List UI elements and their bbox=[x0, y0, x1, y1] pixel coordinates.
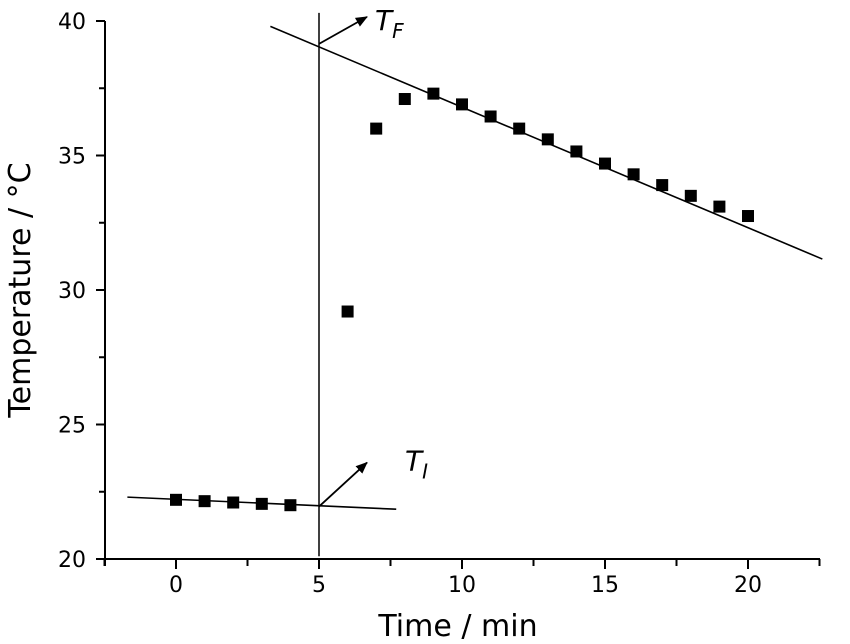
data-point-marker bbox=[742, 210, 754, 223]
x-tick-label: 0 bbox=[169, 573, 183, 598]
data-point-marker bbox=[541, 133, 554, 146]
data-point-marker bbox=[656, 179, 669, 192]
y-tick-label: 30 bbox=[58, 279, 86, 304]
x-tick-label: 15 bbox=[591, 573, 619, 598]
extrapolation-lines bbox=[127, 25, 823, 511]
y-tick-label: 35 bbox=[58, 145, 86, 170]
data-points bbox=[170, 87, 754, 512]
data-point-marker bbox=[627, 168, 640, 181]
tf-label: TF bbox=[375, 4, 404, 43]
data-point-marker bbox=[398, 93, 411, 106]
axes: 20 25 30 35 40 0 5 10 15 20 bbox=[58, 10, 821, 598]
annotations: TF TI bbox=[318, 4, 428, 508]
data-point-marker bbox=[513, 122, 526, 135]
tf-arrow bbox=[318, 16, 368, 45]
data-point-marker bbox=[713, 200, 726, 213]
data-point-marker bbox=[170, 493, 182, 506]
ti-label: TI bbox=[405, 445, 428, 484]
y-tick-label: 20 bbox=[58, 548, 86, 573]
data-point-marker bbox=[427, 87, 440, 100]
x-axis-title: Time / min bbox=[377, 609, 537, 644]
x-tick-label: 20 bbox=[734, 573, 762, 598]
y-axis-title: Temperature / °C bbox=[3, 162, 38, 418]
y-tick-label: 25 bbox=[58, 414, 86, 439]
x-tick-label: 10 bbox=[448, 573, 476, 598]
x-ticks bbox=[103, 559, 821, 569]
data-point-marker bbox=[284, 499, 297, 512]
data-point-marker bbox=[255, 497, 268, 510]
y-ticks bbox=[96, 20, 105, 560]
ti-arrow bbox=[318, 461, 368, 508]
data-point-marker bbox=[684, 189, 697, 202]
data-point-marker bbox=[227, 496, 240, 509]
data-point-marker bbox=[599, 157, 611, 170]
data-point-marker bbox=[370, 122, 383, 135]
x-tick-label: 5 bbox=[312, 573, 326, 598]
data-point-marker bbox=[570, 145, 583, 158]
y-tick-label: 40 bbox=[58, 10, 86, 35]
data-point-marker bbox=[341, 305, 354, 318]
data-point-marker bbox=[456, 98, 468, 111]
data-point-marker bbox=[198, 495, 211, 508]
y-tick-labels: 20 25 30 35 40 bbox=[58, 10, 86, 573]
data-point-marker bbox=[484, 110, 497, 123]
x-tick-labels: 0 5 10 15 20 bbox=[169, 573, 762, 598]
